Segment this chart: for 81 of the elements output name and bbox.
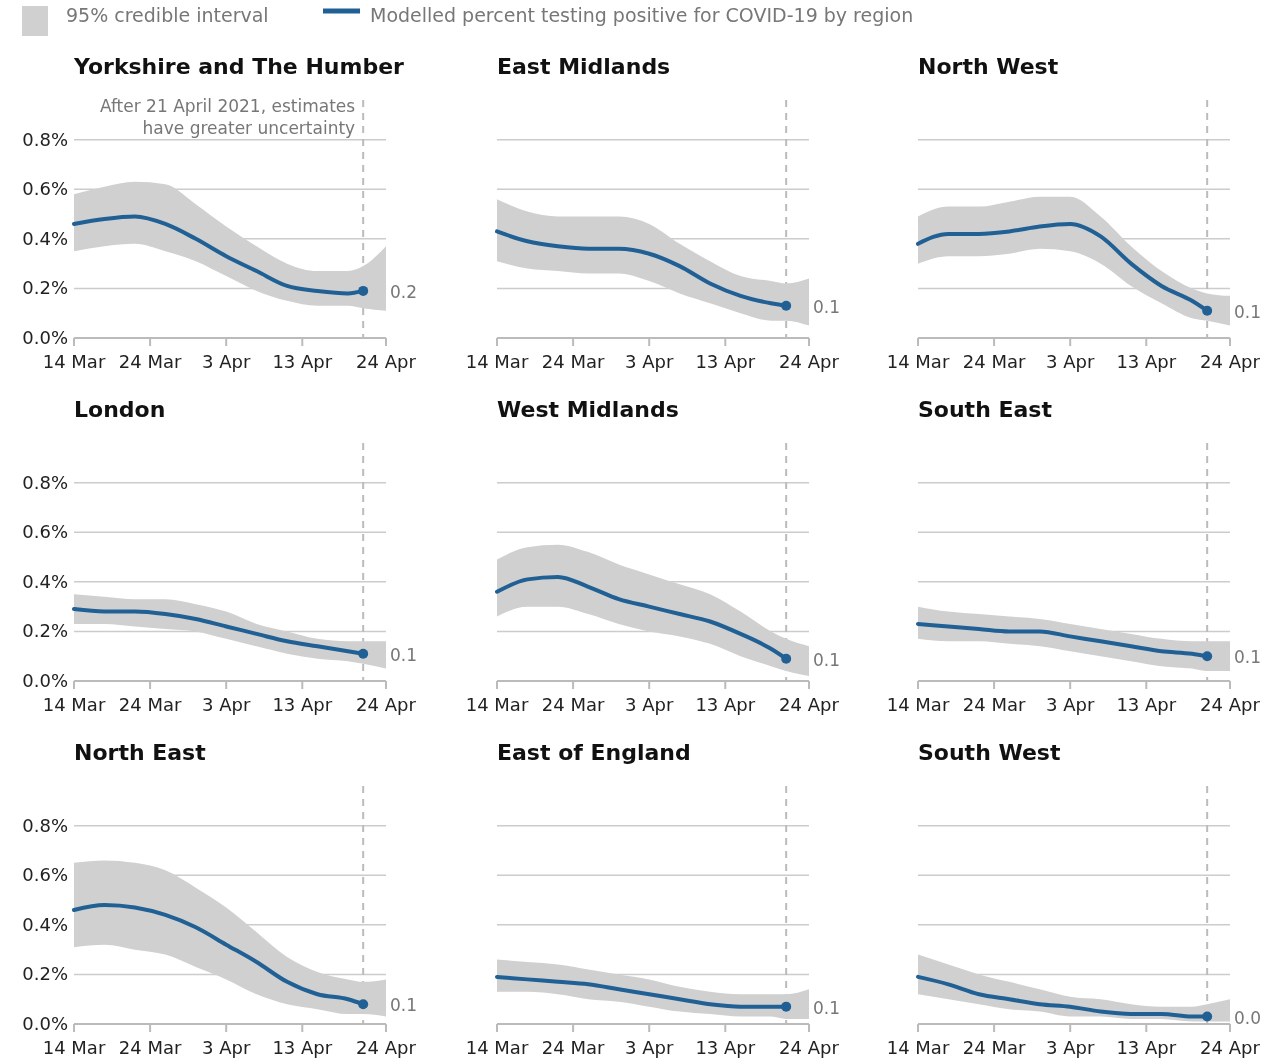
x-tick-label: 3 Apr	[1046, 1037, 1095, 1058]
data-label: 0.1	[390, 644, 418, 665]
x-tick-label: 3 Apr	[625, 694, 674, 715]
chart-title: East of England	[497, 740, 691, 765]
y-tick-label: 0.2%	[22, 277, 68, 299]
y-tick-label: 0.6%	[22, 178, 68, 200]
data-label: 0.1	[813, 296, 841, 317]
chart-title: Yorkshire and The Humber	[73, 54, 405, 79]
x-tick-label: 24 Apr	[779, 351, 840, 372]
chart-title: West Midlands	[497, 397, 679, 422]
x-tick-label: 14 Mar	[465, 1037, 529, 1058]
x-tick-label: 24 Mar	[962, 1037, 1026, 1058]
x-tick-label: 14 Mar	[42, 1037, 106, 1058]
data-label: 0.1	[813, 649, 841, 670]
x-tick-label: 14 Mar	[886, 1037, 950, 1058]
data-label: 0.1	[813, 997, 841, 1018]
x-tick-label: 13 Apr	[1116, 351, 1177, 372]
chart-title: South West	[918, 740, 1061, 765]
x-tick-label: 24 Mar	[541, 1037, 605, 1058]
x-tick-label: 14 Mar	[42, 694, 106, 715]
data-label: 0.1	[1234, 647, 1262, 668]
x-tick-label: 13 Apr	[695, 694, 756, 715]
y-tick-label: 0.0%	[22, 327, 68, 348]
chart-title: East Midlands	[497, 54, 671, 79]
x-tick-label: 3 Apr	[1046, 694, 1095, 715]
y-tick-label: 0.2%	[22, 963, 68, 985]
chart-title: London	[74, 397, 166, 422]
x-tick-label: 24 Apr	[356, 351, 417, 372]
y-tick-label: 0.8%	[22, 471, 68, 493]
x-tick-label: 24 Apr	[1200, 351, 1261, 372]
x-tick-label: 24 Mar	[118, 694, 182, 715]
x-tick-label: 24 Apr	[779, 1037, 840, 1058]
x-tick-label: 24 Apr	[1200, 694, 1261, 715]
y-tick-label: 0.0%	[22, 670, 68, 691]
x-tick-label: 14 Mar	[42, 351, 106, 372]
data-label: 0.0	[1234, 1007, 1262, 1028]
x-tick-label: 14 Mar	[886, 694, 950, 715]
x-tick-label: 14 Mar	[465, 351, 529, 372]
x-tick-label: 13 Apr	[272, 351, 333, 372]
x-tick-label: 3 Apr	[202, 1037, 251, 1058]
chart-title: North East	[74, 740, 207, 765]
y-tick-label: 0.4%	[22, 227, 68, 249]
x-tick-label: 3 Apr	[1046, 351, 1095, 372]
chart-title: South East	[918, 397, 1053, 422]
y-tick-label: 0.6%	[22, 864, 68, 886]
x-tick-label: 3 Apr	[625, 1037, 674, 1058]
x-tick-label: 13 Apr	[695, 1037, 756, 1058]
data-label: 0.1	[1234, 301, 1262, 322]
y-tick-label: 0.0%	[22, 1013, 68, 1034]
y-tick-label: 0.8%	[22, 814, 68, 836]
x-tick-label: 13 Apr	[272, 694, 333, 715]
x-tick-label: 24 Apr	[356, 694, 417, 715]
text: 95% credible interval	[66, 4, 269, 26]
x-tick-label: 13 Apr	[272, 1037, 333, 1058]
chart-title: North West	[918, 54, 1059, 79]
ref-line-label: After 21 April 2021, estimates have greater uncertainty	[99, 96, 356, 138]
x-tick-label: 24 Mar	[541, 351, 605, 372]
legend-label: Modelled percent testing positive for COVID-19 by region	[370, 4, 914, 26]
x-tick-label: 24 Mar	[962, 351, 1026, 372]
x-tick-label: 24 Mar	[962, 694, 1026, 715]
x-tick-label: 14 Mar	[465, 694, 529, 715]
x-tick-label: 14 Mar	[886, 351, 950, 372]
y-tick-label: 0.8%	[22, 128, 68, 150]
y-tick-label: 0.4%	[22, 913, 68, 935]
x-tick-label: 24 Mar	[118, 1037, 182, 1058]
x-tick-label: 24 Apr	[779, 694, 840, 715]
data-label: 0.1	[390, 995, 418, 1016]
x-tick-label: 24 Mar	[541, 694, 605, 715]
y-tick-label: 0.6%	[22, 521, 68, 543]
x-tick-label: 3 Apr	[202, 694, 251, 715]
x-tick-label: 13 Apr	[695, 351, 756, 372]
x-tick-label: 13 Apr	[1116, 1037, 1177, 1058]
x-tick-label: 24 Apr	[1200, 1037, 1261, 1058]
x-tick-label: 24 Apr	[356, 1037, 417, 1058]
data-label: 0.2	[390, 281, 418, 302]
x-tick-label: 13 Apr	[1116, 694, 1177, 715]
x-tick-label: 3 Apr	[625, 351, 674, 372]
y-tick-label: 0.2%	[22, 620, 68, 642]
x-tick-label: 24 Mar	[118, 351, 182, 372]
y-tick-label: 0.4%	[22, 570, 68, 592]
x-tick-label: 3 Apr	[202, 351, 251, 372]
